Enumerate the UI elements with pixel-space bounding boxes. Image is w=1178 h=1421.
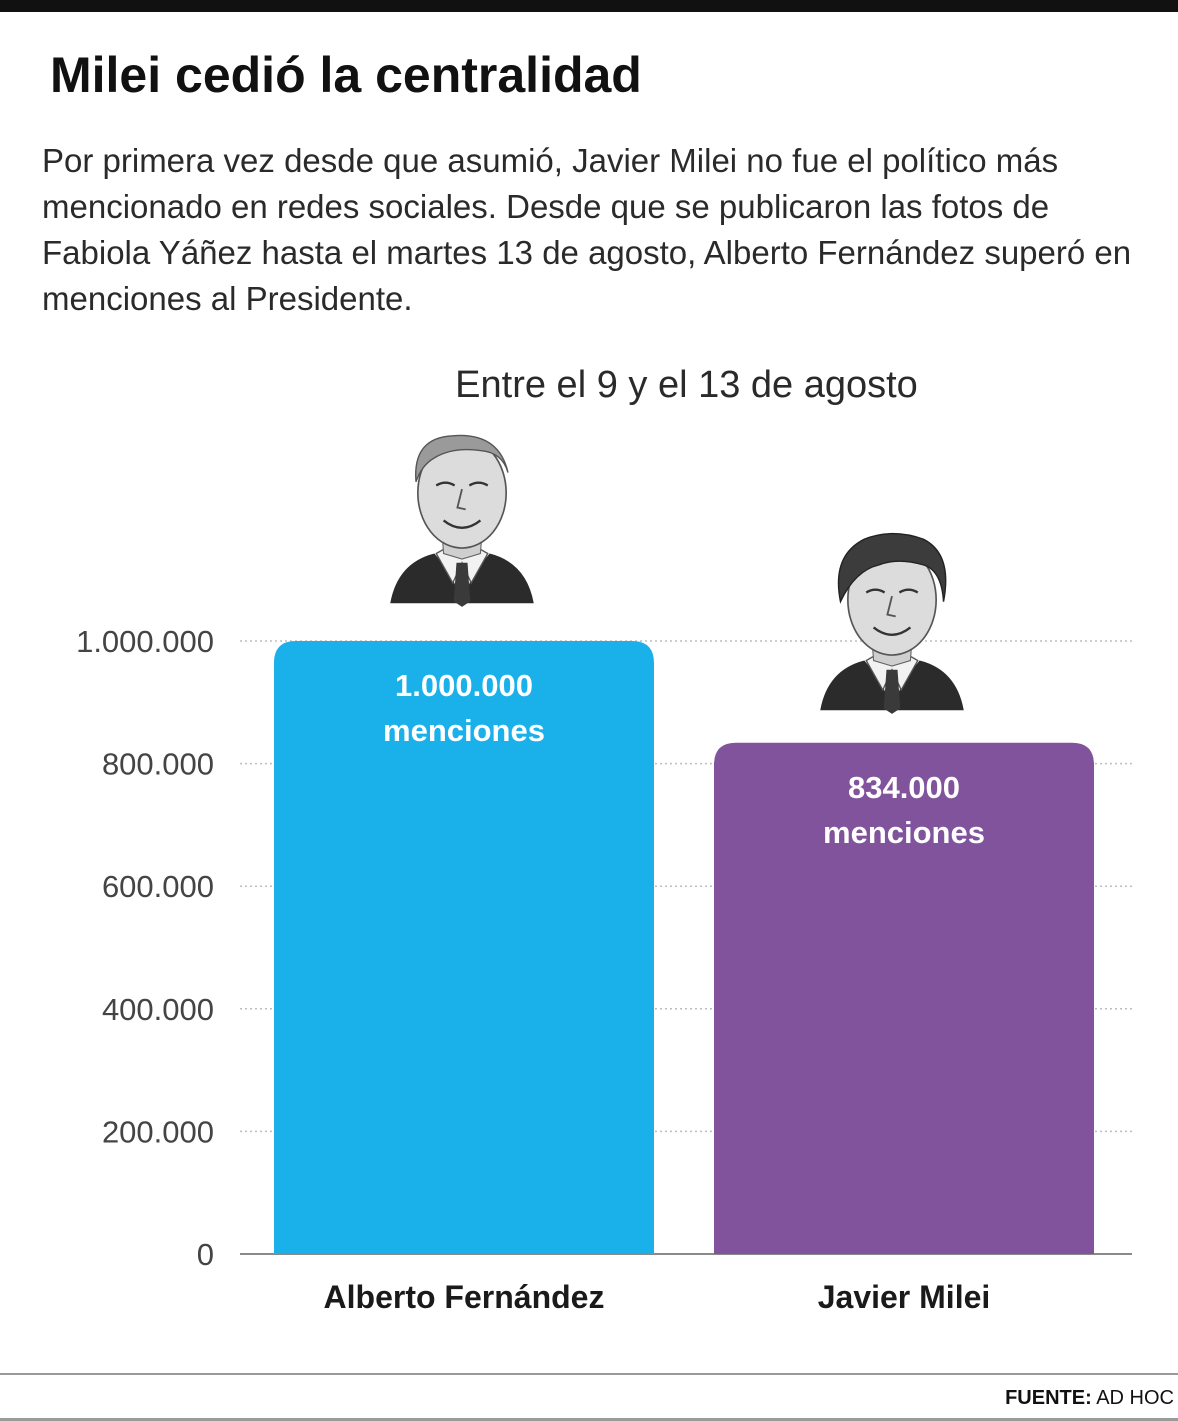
source-label: FUENTE: xyxy=(1005,1387,1092,1409)
portrait-eye xyxy=(468,481,489,487)
portrait-suit xyxy=(820,660,964,711)
javier-milei-portrait xyxy=(820,532,964,714)
y-tick-label: 800.000 xyxy=(102,747,214,782)
portrait-eye xyxy=(435,481,456,487)
bar-unit-label: menciones xyxy=(383,713,545,748)
y-tick-label: 1.000.000 xyxy=(76,624,214,659)
y-tick-label: 0 xyxy=(197,1237,214,1272)
portrait-mouth xyxy=(442,519,482,529)
bar-unit-label: menciones xyxy=(823,815,985,850)
bar-alberto-fernandez xyxy=(274,641,654,1254)
portrait-eye xyxy=(865,588,886,594)
source-value: AD HOC xyxy=(1096,1387,1174,1409)
x-category-label: Alberto Fernández xyxy=(324,1279,605,1315)
bar-value-label: 1.000.000 xyxy=(395,668,533,703)
chart-subtitle: Entre el 9 y el 13 de agosto xyxy=(455,364,918,406)
portrait-suit xyxy=(390,553,534,604)
portrait-eye xyxy=(898,588,919,594)
y-tick-label: 400.000 xyxy=(102,992,214,1027)
bar-value-label: 834.000 xyxy=(848,770,960,805)
y-axis: 0 200.000 400.000 600.000 800.000 1.000.000 xyxy=(76,624,214,1272)
portrait-nose xyxy=(886,595,896,618)
portrait-hair xyxy=(415,434,509,483)
portrait-hair xyxy=(837,532,947,604)
source-credit: FUENTE: AD HOC xyxy=(1005,1386,1174,1410)
portrait-tie xyxy=(453,562,471,607)
bar-javier-milei xyxy=(714,742,1094,1254)
portraits xyxy=(390,434,964,714)
y-tick-label: 600.000 xyxy=(102,869,214,904)
bars xyxy=(274,641,1094,1254)
portrait-mouth xyxy=(872,626,912,636)
bottom-rule xyxy=(0,1418,1178,1421)
bar-labels: 1.000.000 menciones 834.000 menciones xyxy=(383,668,985,850)
x-axis: Alberto Fernández Javier Milei xyxy=(324,1279,991,1315)
chart-description: Por primera vez desde que asumió, Javier… xyxy=(42,142,1132,317)
y-tick-label: 200.000 xyxy=(102,1114,214,1149)
portrait-nose xyxy=(456,488,466,511)
x-category-label: Javier Milei xyxy=(818,1279,991,1315)
portrait-tie xyxy=(883,669,901,714)
footer-rule xyxy=(0,1373,1178,1375)
alberto-fernandez-portrait xyxy=(390,434,534,607)
chart-title: Milei cedió la centralidad xyxy=(50,47,642,103)
top-rule xyxy=(0,0,1178,12)
